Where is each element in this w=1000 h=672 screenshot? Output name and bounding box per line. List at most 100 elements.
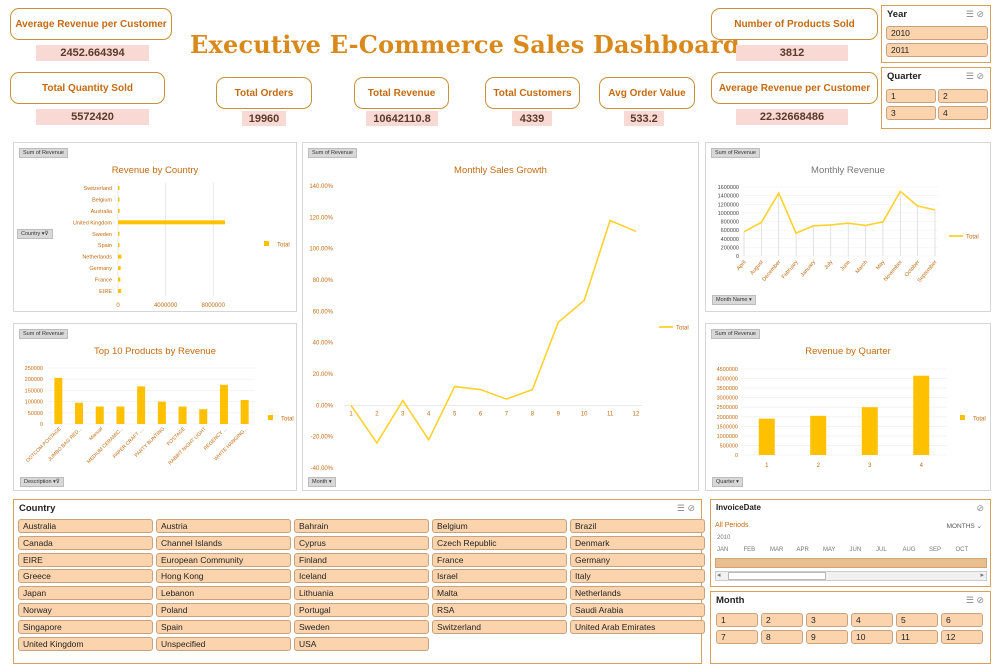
month-slicer-item[interactable]: 11 [896,630,938,644]
multi-select-icon[interactable]: ☰ [676,503,685,513]
field-button-month-name[interactable]: Month Name ▾ [712,295,756,305]
timeline-month-label[interactable]: JUL [876,547,887,553]
country-slicer-item[interactable]: Malta [432,586,567,601]
country-slicer-item[interactable]: United Arab Emirates [570,619,705,634]
country-slicer-item[interactable]: Japan [18,586,153,601]
country-slicer-item[interactable]: France [432,552,567,567]
scroll-right-icon[interactable]: ▸ [980,572,984,579]
year-slicer-item[interactable]: 2010 [886,26,988,40]
field-button-sum-of-revenue[interactable]: Sum of Revenue [19,148,68,158]
field-button-month[interactable]: Month ▾ [308,477,336,487]
country-slicer-item[interactable]: Germany [570,552,705,567]
country-slicer-item[interactable]: Belgium [432,519,567,533]
month-slicer-item[interactable]: 6 [941,613,983,627]
quarter-slicer-item[interactable]: 2 [938,89,988,103]
country-slicer-item[interactable]: Netherlands [570,586,705,601]
country-slicer-item[interactable]: Spain [156,619,291,634]
country-slicer-item[interactable]: Portugal [294,603,429,617]
clear-filter-icon[interactable]: ⊘ [976,503,984,513]
field-button-quarter[interactable]: Quarter ▾ [712,477,743,487]
y-tick-label: 2000000 [717,415,738,421]
country-slicer-item[interactable]: Finland [294,552,429,567]
country-slicer-item[interactable]: EIRE [18,552,153,567]
country-slicer-item[interactable]: Austria [156,519,291,533]
timeline-month-label[interactable]: JUN [849,547,862,553]
month-slicer-item[interactable]: 9 [806,630,848,644]
country-slicer-item[interactable]: Norway [18,603,153,617]
month-slicer-item[interactable]: 4 [851,613,893,627]
slicer-icons[interactable]: ☰ ⊘ [966,71,984,82]
timeline-scroll-thumb[interactable] [728,572,826,580]
slicer-icons[interactable]: ☰ ⊘ [966,9,984,20]
country-slicer-item[interactable]: Brazil [570,519,705,533]
country-slicer-item[interactable]: Canada [18,535,153,550]
country-slicer-item[interactable]: Channel Islands [156,535,291,550]
country-slicer-item[interactable]: Australia [18,519,153,533]
country-slicer-item[interactable]: Poland [156,603,291,617]
timeline-month-label[interactable]: OCT [955,547,969,553]
country-slicer-item[interactable]: Unspecified [156,636,291,651]
country-slicer-item[interactable]: Greece [18,569,153,584]
scroll-left-icon[interactable]: ◂ [717,572,721,579]
chart-title: Top 10 Products by Revenue [94,346,216,357]
country-slicer-item[interactable]: Hong Kong [156,569,291,584]
field-button-sum-of-revenue[interactable]: Sum of Revenue [711,148,760,158]
country-slicer-item[interactable]: Cyprus [294,535,429,550]
month-slicer-item[interactable]: 2 [761,613,803,627]
multi-select-icon[interactable]: ☰ [965,71,974,81]
country-slicer-item[interactable]: Denmark [570,535,705,550]
timeline-month-label[interactable]: MAR [770,547,784,553]
country-slicer-item[interactable]: USA [294,636,429,651]
multi-select-icon[interactable]: ☰ [965,595,974,605]
field-button-sum-of-revenue[interactable]: Sum of Revenue [711,329,760,339]
quarter-slicer-item[interactable]: 4 [938,106,988,120]
clear-filter-icon[interactable]: ⊘ [976,71,984,81]
timeline-month-label[interactable]: AUG [902,547,916,553]
country-slicer-item[interactable]: Lithuania [294,586,429,601]
clear-filter-icon[interactable]: ⊘ [976,9,984,19]
country-slicer-item[interactable]: RSA [432,603,567,617]
clear-filter-icon[interactable]: ⊘ [687,503,695,513]
year-slicer-item[interactable]: 2011 [886,43,988,57]
month-slicer-item[interactable]: 12 [941,630,983,644]
country-slicer-item[interactable]: Singapore [18,619,153,634]
month-slicer-item[interactable]: 5 [896,613,938,627]
timeline-month-label[interactable]: APR [796,547,809,553]
field-button-sum-of-revenue[interactable]: Sum of Revenue [308,148,357,158]
timeline-scrollbar[interactable]: ◂ ▸ [715,571,987,581]
month-slicer-item[interactable]: 8 [761,630,803,644]
timeline-month-label[interactable]: FEB [743,547,756,553]
month-slicer-item[interactable]: 3 [806,613,848,627]
timeline-month-label[interactable]: JAN [717,547,729,553]
country-slicer-item[interactable]: Lebanon [156,586,291,601]
clear-filter-icon[interactable]: ⊘ [976,595,984,605]
field-button-description[interactable]: Description ▾⊽ [20,477,64,487]
timeline-month-label[interactable]: MAY [823,547,836,553]
slicer-icons[interactable]: ☰ ⊘ [677,503,695,514]
country-slicer-item[interactable]: Saudi Arabia [570,603,705,617]
country-slicer-item[interactable]: Sweden [294,619,429,634]
y-tick-label: 1000000 [717,434,738,440]
month-slicer-item[interactable]: 10 [851,630,893,644]
country-slicer-item[interactable]: Israel [432,569,567,584]
month-slicer-item[interactable]: 1 [716,613,758,627]
timeline-bar[interactable] [715,558,987,568]
country-slicer-item[interactable]: Italy [570,569,705,584]
timeline-month-label[interactable]: SEP [929,547,942,553]
field-button-country[interactable]: Country ▾⊽ [17,229,53,239]
timeline-unit-dropdown[interactable]: MONTHS ⌄ [946,523,982,530]
country-slicer-item[interactable]: Czech Republic [432,535,567,550]
country-slicer-item[interactable]: Switzerland [432,619,567,634]
field-button-sum-of-revenue[interactable]: Sum of Revenue [19,329,68,339]
slicer-icons[interactable]: ☰ ⊘ [966,595,984,606]
top10-products-panel: Sum of Revenue Top 10 Products by Revenu… [13,323,297,491]
country-slicer-item[interactable]: Bahrain [294,519,429,533]
country-slicer-item[interactable]: European Community [156,552,291,567]
month-slicer-item[interactable]: 7 [716,630,758,644]
country-slicer-item[interactable]: United Kingdom [18,636,153,651]
quarter-slicer-item[interactable]: 3 [886,106,936,120]
multi-select-icon[interactable]: ☰ [965,9,974,19]
quarter-slicer-item[interactable]: 1 [886,89,936,103]
bar [137,386,146,424]
country-slicer-item[interactable]: Iceland [294,569,429,584]
